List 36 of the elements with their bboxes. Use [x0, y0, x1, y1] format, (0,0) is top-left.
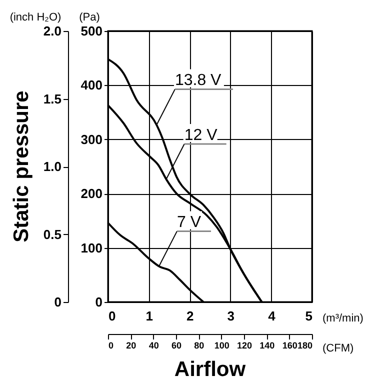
x2-tick-label: 20	[126, 340, 136, 350]
annotation: 13.8 V	[174, 72, 222, 90]
y2-tick-label: 0	[54, 294, 62, 310]
x-tick-label: 2	[186, 308, 194, 324]
annotation: 7 V	[177, 214, 202, 232]
x2-tick-label: 100	[214, 340, 230, 350]
y2-axis-title: (inch H₂O)	[10, 12, 62, 24]
y2-tick-label: 1.5	[43, 91, 62, 106]
text: Airflow	[174, 358, 246, 381]
x2-axis-title: (CFM)	[322, 342, 354, 354]
y-tick-label: 100	[80, 240, 102, 256]
x2-tick-label: 0	[108, 340, 114, 350]
y-tick-label: 200	[80, 186, 102, 202]
y2-tick-label: 1.0	[43, 159, 62, 174]
y2-tick-label: 0.5	[43, 226, 62, 242]
x-tick-label: 1	[146, 308, 153, 324]
y-tick-label: 500	[80, 24, 102, 38]
y-tick-label: 400	[80, 78, 102, 93]
x2-tick-label: 60	[171, 340, 182, 350]
x2-tick-label: 160	[282, 340, 298, 350]
x2-tick-label: 80	[194, 340, 204, 350]
x-axis-title: (m³/min)	[322, 312, 364, 324]
y-tick-label: 0	[95, 294, 102, 310]
x2-tick-label: 40	[148, 340, 159, 350]
annotation: 12 V	[184, 126, 218, 144]
x-tick-label: 0	[108, 308, 116, 324]
x-tick-label: 4	[268, 308, 276, 324]
x-tick-label: 3	[227, 308, 235, 324]
x2-tick-label: 180	[297, 340, 312, 350]
y-tick-label: 300	[80, 132, 102, 147]
text: Static pressure	[10, 90, 33, 242]
y-axis-title: (Pa)	[79, 12, 100, 24]
x2-tick-label: 120	[236, 340, 252, 350]
y2-tick-label: 2.0	[43, 24, 62, 38]
x-tick-label: 5	[305, 308, 312, 324]
x2-tick-label: 140	[260, 340, 275, 350]
